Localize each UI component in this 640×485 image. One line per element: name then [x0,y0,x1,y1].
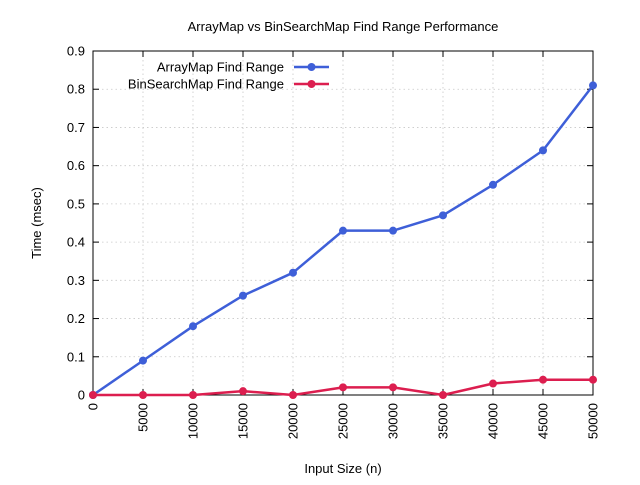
y-tick-label: 0.4 [67,235,85,250]
data-point [289,268,297,277]
x-tick-label: 50000 [586,403,601,439]
data-point [439,211,447,220]
x-tick-label: 10000 [186,403,201,439]
data-point [389,226,397,235]
series-1 [89,81,597,399]
x-tick-label: 25000 [336,403,351,439]
y-tick-label: 0.9 [67,44,85,59]
y-tick-label: 0.6 [67,158,85,173]
y-tick-label: 0.3 [67,273,85,288]
grid-lines [93,51,593,395]
data-point [139,356,147,365]
x-tick-label: 15000 [236,403,251,439]
x-tick-label: 20000 [286,403,301,439]
data-point [489,379,497,388]
y-tick-label: 0.7 [67,120,85,135]
x-tick-label: 35000 [436,403,451,439]
data-point [489,180,497,189]
data-point [139,391,147,399]
data-point [439,391,447,399]
legend-entry: ArrayMap Find Range [157,60,329,75]
legend: ArrayMap Find Range BinSearchMap Find Ran… [128,60,329,92]
data-point [339,226,347,235]
legend-entry: BinSearchMap Find Range [128,77,329,92]
chart-title: ArrayMap vs BinSearchMap Find Range Perf… [188,19,499,34]
legend-label: ArrayMap Find Range [157,60,284,75]
x-tick-label: 0 [86,403,101,410]
y-tick-labels: 0 0.1 0.2 0.3 0.4 0.5 0.6 0.7 0.8 0.9 [67,44,85,403]
y-tick-label: 0.8 [67,82,85,97]
data-point [539,375,547,384]
y-tick-label: 0 [78,388,85,403]
x-tick-labels: 0 5000 10000 15000 20000 25000 30000 35000 40000… [86,403,601,439]
data-point [239,387,247,396]
series-2 [89,375,597,399]
data-point [539,146,547,155]
y-tick-label: 0.2 [67,311,85,326]
data-point [589,375,597,384]
legend-label: BinSearchMap Find Range [128,77,284,92]
data-point [189,391,197,399]
data-point [389,383,397,392]
legend-swatch-marker [307,63,316,71]
y-tick-label: 0.5 [67,196,85,211]
x-tick-label: 30000 [386,403,401,439]
x-axis-label: Input Size (n) [304,461,381,476]
data-point [289,391,297,399]
y-axis-label: Time (msec) [29,187,44,259]
data-point [589,81,597,90]
data-point [339,383,347,392]
series [89,81,597,399]
y-tick-label: 0.1 [67,349,85,364]
data-point [189,322,197,331]
data-point [239,291,247,300]
legend-swatch-marker [307,80,316,88]
data-point [89,391,97,399]
x-tick-label: 45000 [536,403,551,439]
x-tick-label: 40000 [486,403,501,439]
x-tick-label: 5000 [136,403,151,432]
